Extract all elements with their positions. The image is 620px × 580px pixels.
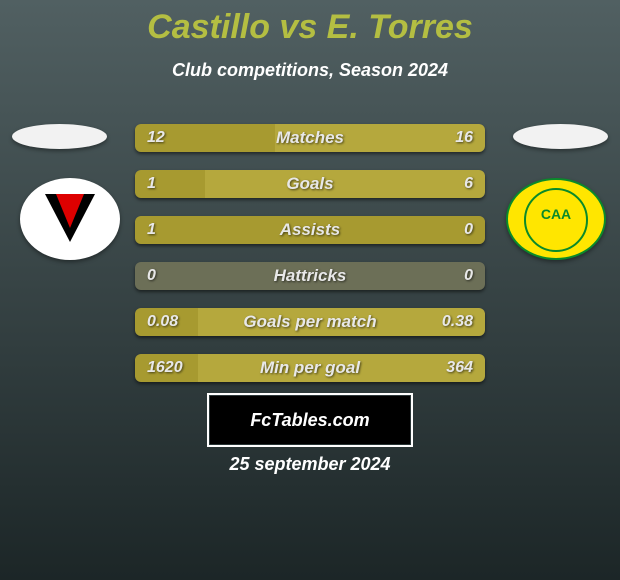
bar-label: Assists — [135, 216, 485, 244]
bar-value-left: 0 — [135, 262, 168, 290]
watermark: FcTables.com — [210, 396, 410, 444]
bar-value-right: 0.38 — [430, 308, 485, 336]
footer-date: 25 september 2024 — [0, 454, 620, 475]
bar-value-left: 1 — [135, 170, 168, 198]
stat-row: Goals per match0.080.38 — [135, 308, 485, 336]
stat-row: Goals1 6 — [135, 170, 485, 198]
bar-value-right: 364 — [434, 354, 485, 382]
flag-placeholder-left — [12, 124, 107, 149]
bar-value-right: 6 — [452, 170, 485, 198]
flag-placeholder-right — [513, 124, 608, 149]
stat-row: Matches12 16 — [135, 124, 485, 152]
stat-row: Assists1 0 — [135, 216, 485, 244]
bar-value-left: 0.08 — [135, 308, 190, 336]
bar-label: Hattricks — [135, 262, 485, 290]
club-badge-right — [506, 178, 606, 260]
comparison-infographic: Castillo vs E. Torres Club competitions,… — [0, 0, 620, 580]
page-title: Castillo vs E. Torres — [0, 8, 620, 47]
bar-label: Matches — [135, 124, 485, 152]
stat-row: Hattricks0 0 — [135, 262, 485, 290]
page-subtitle: Club competitions, Season 2024 — [0, 60, 620, 81]
bar-label: Goals — [135, 170, 485, 198]
bar-value-left: 1 — [135, 216, 168, 244]
bar-value-right: 0 — [452, 216, 485, 244]
bar-value-left: 1620 — [135, 354, 195, 382]
club-badge-left — [20, 178, 120, 260]
stat-row: Min per goal1620364 — [135, 354, 485, 382]
stats-bars: Matches1216Goals16Assists10Hattricks00Go… — [135, 124, 485, 400]
bar-value-left: 12 — [135, 124, 177, 152]
bar-value-right: 16 — [443, 124, 485, 152]
bar-value-right: 0 — [452, 262, 485, 290]
watermark-text: FcTables.com — [250, 410, 369, 430]
